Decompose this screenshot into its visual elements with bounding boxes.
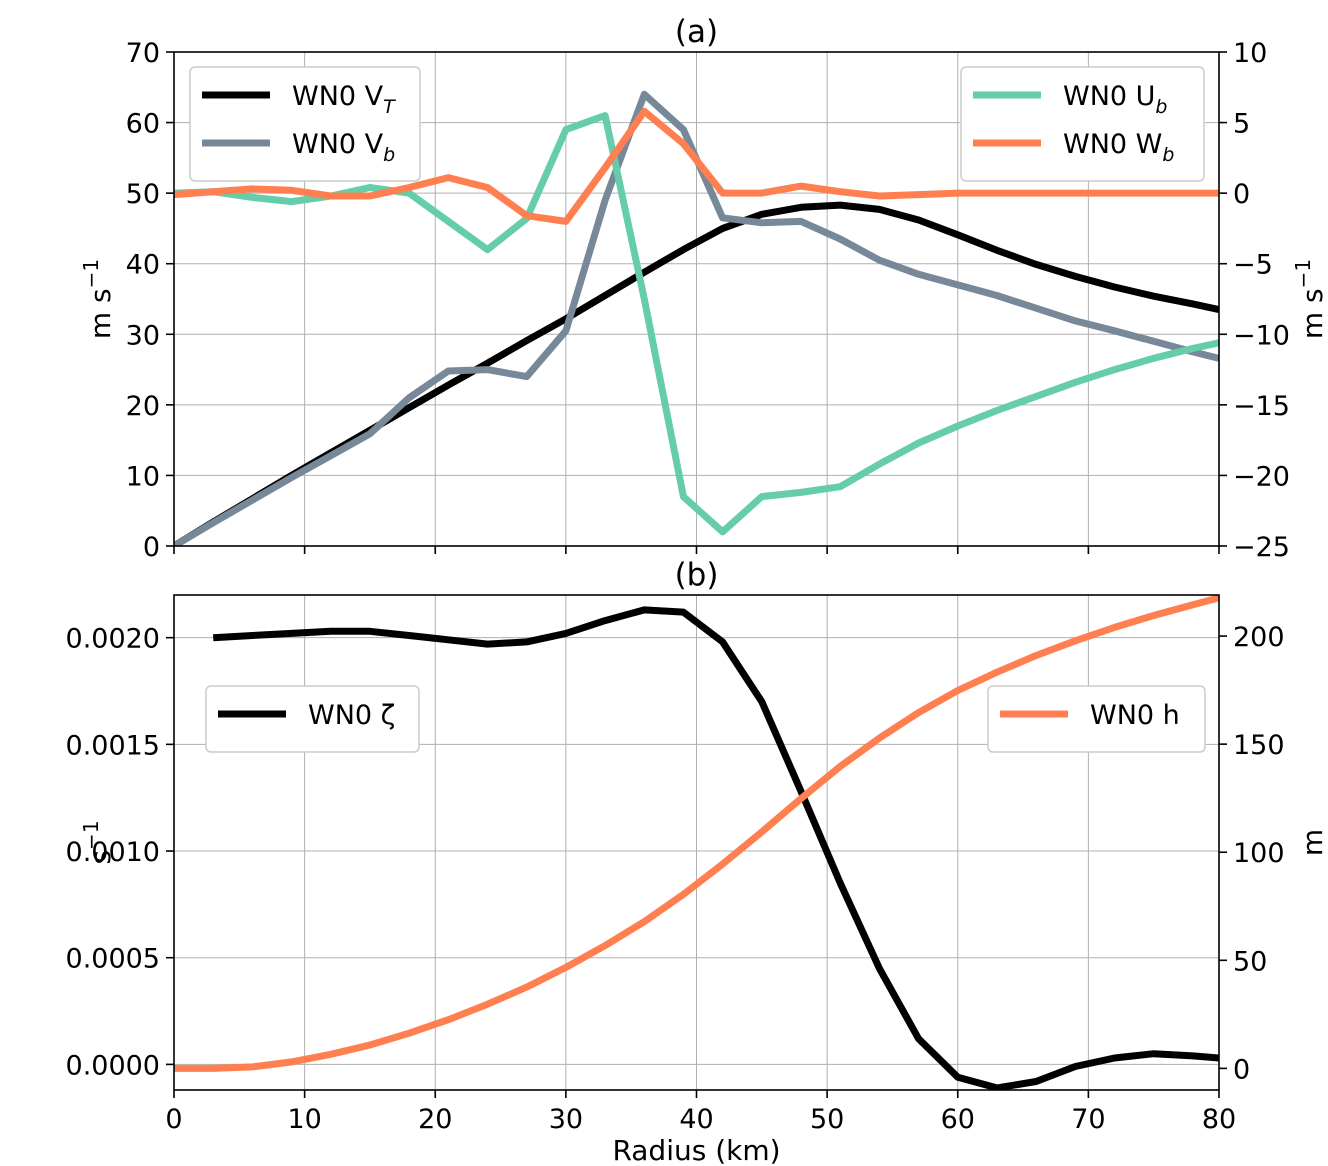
y-left-tick-label: 60 [126, 109, 160, 140]
y-right-tick-label: 5 [1233, 109, 1250, 140]
y-left-tick-label: 20 [126, 391, 160, 422]
legend-right: WN0 h [987, 685, 1206, 753]
y-left-tick-label: 70 [126, 38, 160, 69]
y-right-axis-label: m s−1 [1291, 259, 1328, 339]
series-line [213, 606, 1219, 1090]
y-left-axis-label-text: s−1 [79, 820, 117, 864]
panel-b: 0 10 20 30 40 50 60 70 80 0.0000 0.0005 0.0010 0.001… [66, 557, 1328, 1135]
y-left-tick-label: 0.0000 [66, 1050, 160, 1081]
y-right-axis-label: m [1296, 829, 1328, 856]
y-left-tick-label: 0.0005 [66, 944, 160, 975]
x-tick-label: 10 [287, 1104, 321, 1135]
legend-label: WN0 ζ [308, 700, 395, 731]
legend-label: WN0 VT [292, 81, 396, 118]
y-right-tick-label: −20 [1233, 461, 1290, 492]
y-left-axis-label: m s−1 [79, 259, 117, 339]
legend-label: WN0 Ub [1063, 81, 1167, 118]
x-tick-label: 40 [679, 1104, 713, 1135]
x-tick-label: 80 [1202, 1104, 1236, 1135]
chart-title: (a) [675, 14, 718, 50]
series-line [174, 112, 1219, 536]
y-right-tick-label: 10 [1233, 38, 1267, 69]
x-tick-label: 60 [941, 1104, 975, 1135]
y-left-axis-label: s−1 [79, 820, 117, 864]
series-line [174, 107, 1219, 225]
y-right-tick-label: 0 [1233, 179, 1250, 210]
y-right-tick-label: −15 [1233, 391, 1290, 422]
y-left-tick-label: 30 [126, 320, 160, 351]
y-right-tick-label: 200 [1233, 622, 1285, 653]
y-right-tick-label: −25 [1233, 532, 1290, 563]
y-left-tick-label: 0.0015 [66, 730, 160, 761]
series-group [174, 595, 1219, 1090]
legend-label: WN0 Wb [1063, 129, 1174, 166]
legend-left: WN0 ζ [205, 685, 420, 753]
x-tick-label: 50 [810, 1104, 844, 1135]
chart-title: (b) [675, 557, 719, 593]
y-left-tick-label: 10 [126, 461, 160, 492]
y-left-axis-label-text: m s−1 [79, 259, 117, 339]
series-group [174, 90, 1219, 546]
legend-label: WN0 Vb [292, 129, 395, 166]
legend-box [987, 685, 1206, 753]
y-right-tick-label: 100 [1233, 838, 1285, 869]
y-right-tick-label: −5 [1233, 250, 1273, 281]
x-axis-label: Radius (km) [612, 1134, 780, 1166]
y-right-tick-label: 150 [1233, 730, 1285, 761]
legend-left: WN0 VT WN0 Vb [189, 66, 421, 182]
plot-frame [173, 594, 1220, 1091]
y-left-tick-label: 0 [143, 532, 160, 563]
series-line [174, 595, 1219, 1072]
legend-label: WN0 h [1090, 700, 1180, 731]
y-left-tick-label: 0.0020 [66, 624, 160, 655]
x-tick-label: 70 [1071, 1104, 1105, 1135]
y-right-tick-label: 50 [1233, 946, 1267, 977]
legend-right: WN0 Ub WN0 Wb [960, 66, 1205, 182]
y-right-tick-label: −10 [1233, 320, 1290, 351]
x-tick-label: 0 [165, 1104, 182, 1135]
y-left-tick-label: 0.0010 [66, 837, 160, 868]
y-left-tick-label: 40 [126, 250, 160, 281]
y-right-axis-label-text: m [1296, 829, 1328, 856]
y-right-tick-label: 0 [1233, 1054, 1250, 1085]
x-tick-label: 20 [418, 1104, 452, 1135]
x-tick-label: 30 [549, 1104, 583, 1135]
y-right-axis-label-text: m s−1 [1291, 259, 1328, 339]
legend-box [205, 685, 420, 753]
panel-a: 0 10 20 30 40 50 60 70 −25 −20 −15 −10 −5 0 5 10 (a) m s−… [79, 14, 1328, 563]
y-left-tick-label: 50 [126, 179, 160, 210]
plot-frame [173, 51, 1220, 547]
